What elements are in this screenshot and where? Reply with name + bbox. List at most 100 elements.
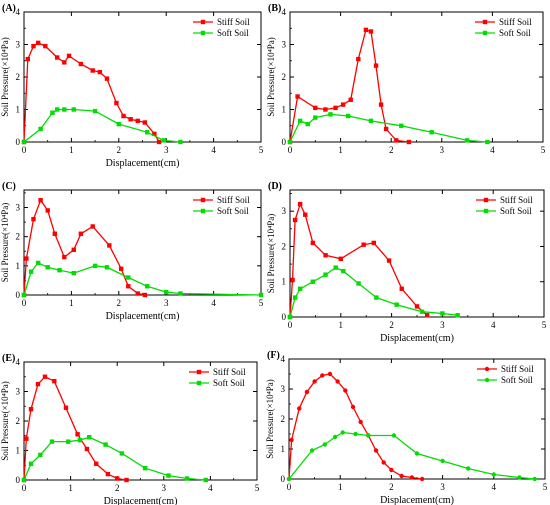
data-point — [429, 130, 434, 135]
legend-label: Soft Soil — [501, 375, 533, 385]
data-point — [394, 138, 399, 143]
data-point — [77, 437, 83, 443]
data-point — [94, 461, 99, 466]
data-point — [38, 126, 43, 132]
data-point — [340, 430, 345, 435]
data-point — [90, 68, 95, 73]
series-line — [23, 262, 262, 296]
x-tick-label: 1 — [69, 298, 74, 308]
data-point — [203, 477, 208, 483]
data-point — [328, 112, 333, 117]
data-point — [297, 118, 303, 124]
y-tick-label: 1 — [16, 105, 21, 115]
legend-marker — [200, 197, 206, 203]
series-line — [289, 202, 428, 318]
data-point — [323, 253, 328, 258]
legend-label: Stiff Soil — [217, 17, 250, 27]
y-tick-label: 0 — [16, 137, 21, 147]
data-point — [309, 448, 315, 453]
x-tick-label: 3 — [440, 482, 445, 492]
series-line — [23, 42, 160, 143]
data-point — [313, 115, 318, 120]
x-tick-label: 3 — [164, 145, 169, 155]
y-axis-label: Soil Pressure(×10⁴Pa) — [266, 37, 276, 116]
legend-label: Stiff Soil — [499, 17, 532, 27]
x-tick-label: 2 — [117, 145, 122, 155]
data-point — [440, 458, 445, 464]
data-point — [394, 302, 399, 307]
data-point — [116, 121, 121, 127]
x-tick-label: 5 — [259, 145, 264, 155]
data-point — [361, 242, 366, 247]
data-point — [142, 120, 148, 125]
data-point — [348, 97, 353, 102]
legend-marker — [482, 30, 488, 36]
legend-marker — [483, 208, 489, 214]
chart-panel: 0 1 2 3 4 5 0 1 2 3 (D) Displacement(cm) Soil Pressu… — [266, 181, 547, 344]
legend-marker — [484, 377, 490, 383]
data-point — [343, 388, 348, 393]
y-tick-label: 4 — [282, 7, 287, 17]
series-line — [289, 113, 488, 143]
data-point — [310, 240, 316, 246]
data-point — [50, 110, 55, 115]
x-tick-label: 4 — [208, 483, 213, 493]
data-point — [383, 126, 389, 132]
legend-label: Stiff Soil — [213, 367, 246, 377]
data-point — [292, 217, 298, 223]
data-point — [107, 243, 112, 248]
x-axis-label: Displacement(cm) — [380, 333, 454, 344]
y-tick-label: 0 — [16, 290, 21, 300]
data-point — [45, 208, 50, 213]
data-point — [409, 475, 415, 480]
data-point — [424, 313, 430, 318]
data-point — [419, 476, 425, 482]
data-point — [21, 292, 27, 298]
x-tick-label: 5 — [541, 145, 546, 155]
x-tick-label: 5 — [543, 482, 548, 492]
legend-marker — [200, 30, 206, 36]
data-point — [391, 433, 397, 438]
data-point — [313, 105, 318, 111]
x-tick-label: 4 — [211, 145, 216, 155]
data-point — [25, 56, 30, 62]
data-point — [63, 405, 69, 410]
data-point — [381, 460, 386, 465]
data-point — [52, 378, 57, 384]
data-point — [35, 381, 41, 387]
data-point — [62, 107, 67, 112]
data-point — [71, 247, 76, 252]
data-point — [38, 452, 43, 458]
data-point — [115, 476, 120, 481]
panel-label: (F) — [267, 350, 280, 361]
data-point — [332, 434, 338, 440]
data-point — [322, 442, 328, 447]
legend-label: Stiff Soil — [217, 195, 250, 205]
y-axis-label: Soil Pressure(×10⁴Pa) — [0, 381, 10, 460]
legend-label: Soft Soil — [217, 28, 249, 38]
data-point — [323, 107, 328, 112]
data-point — [54, 55, 60, 60]
x-tick-label: 1 — [338, 145, 343, 155]
data-point — [142, 292, 148, 298]
data-point — [135, 291, 140, 296]
data-point — [371, 240, 377, 246]
y-axis-label: Soil Pressure(×10⁴Pa) — [265, 379, 275, 458]
y-tick-label: 1 — [281, 444, 286, 454]
chart-panel: 0 1 2 3 4 5 0 1 2 3 (C) Displacement(cm) Soil Pressu… — [0, 181, 264, 322]
data-point — [399, 473, 404, 479]
y-tick-label: 4 — [281, 354, 286, 364]
data-point — [31, 216, 36, 222]
data-point — [532, 476, 537, 482]
data-point — [373, 448, 379, 453]
data-point — [90, 224, 95, 229]
legend-marker — [200, 19, 206, 25]
data-point — [333, 265, 338, 270]
data-point — [304, 389, 310, 395]
data-point — [31, 43, 36, 49]
data-point — [491, 472, 496, 477]
x-tick-label: 4 — [490, 145, 495, 155]
